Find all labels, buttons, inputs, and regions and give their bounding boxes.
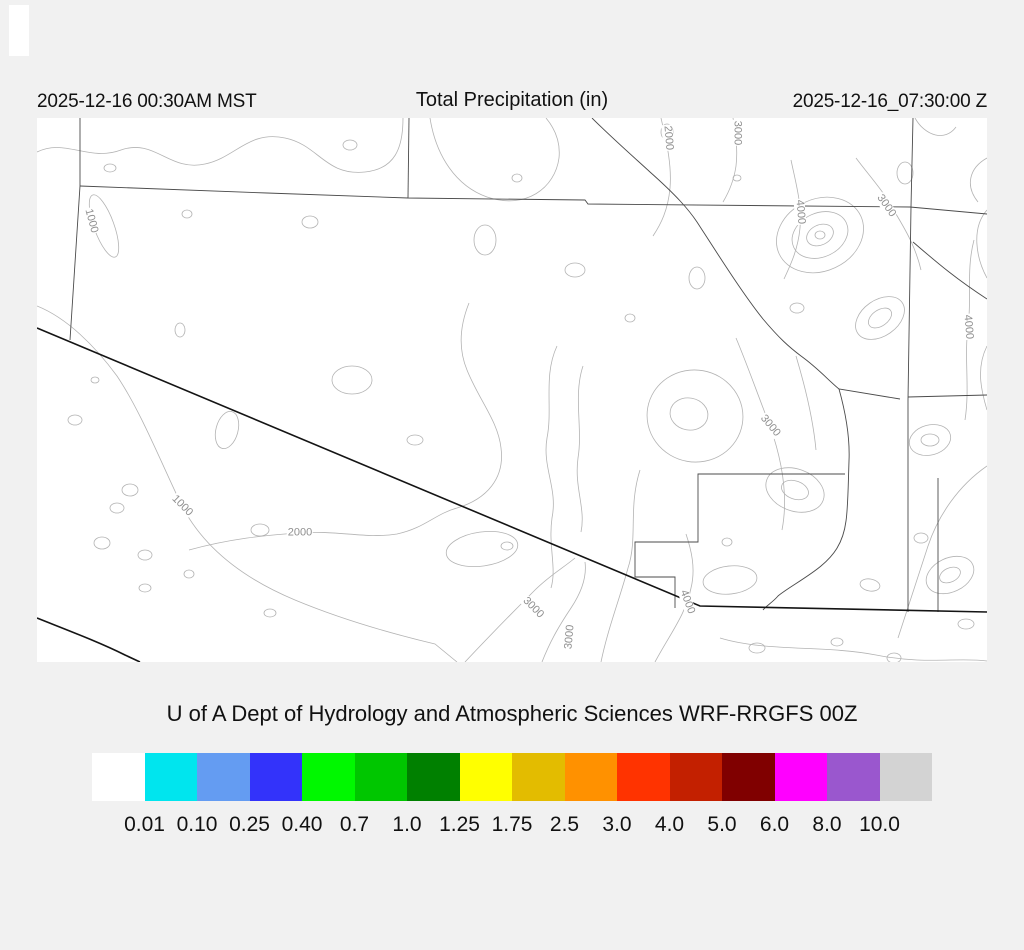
valid-time-utc: 2025-12-16_07:30:00 Z (792, 91, 988, 112)
ui-artifact-topleft (9, 5, 29, 56)
colorbar-segment (617, 753, 670, 801)
colorbar-segment (459, 753, 512, 801)
colorbar-segment (144, 753, 197, 801)
colorbar-tick-label: 1.75 (491, 813, 533, 836)
colorbar-segment (407, 753, 460, 801)
valid-time-local: 2025-12-16 00:30AM MST (37, 91, 257, 112)
colorbar-segment (564, 753, 617, 801)
colorbar-tick-label: 6.0 (759, 813, 790, 836)
contour-elevation-label: 4000 (793, 198, 808, 226)
contour-elevation-label: 3000 (731, 119, 744, 147)
colorbar-segment (92, 753, 145, 801)
colorbar-scale: 0.01 0.10 0.25 0.40 0.7 1.0 1.25 1.75 2.5 3.0 4.0 5… (92, 813, 932, 837)
colorbar-segment (512, 753, 565, 801)
colorbar-tick-label: 0.40 (281, 813, 323, 836)
colorbar-tick-label: 5.0 (707, 813, 737, 836)
colorbar-segment (879, 753, 932, 801)
colorbar-segment (774, 753, 827, 801)
colorbar-segment (354, 753, 407, 801)
colorbar-segment (249, 753, 302, 801)
colorbar-tick-label: 0.7 (339, 813, 370, 836)
state-border-lines (37, 327, 987, 662)
colorbar-segment (722, 753, 775, 801)
colorbar-tick-label: 0.01 (124, 813, 165, 836)
colorbar-tick-label: 0.25 (229, 813, 270, 836)
contour-elevation-label: 3000 (562, 623, 577, 651)
colorbar-segment (197, 753, 250, 801)
colorbar-tick-label: 3.0 (602, 813, 632, 836)
county-boundary-lines (69, 118, 987, 612)
plot-title: Total Precipitation (in) (415, 89, 609, 111)
colorbar-tick-label: 1.0 (392, 813, 422, 836)
colorbar-tick-label: 1.25 (439, 813, 480, 836)
colorbar-tick-label: 0.10 (176, 813, 218, 836)
colorbar-tick-label: 8.0 (812, 813, 842, 836)
precipitation-map: 1000 2000 3000 4000 3000 4000 3000 1000 2000 3000… (37, 118, 987, 662)
colorbar-segment (669, 753, 722, 801)
contour-elevation-label: 2000 (286, 526, 314, 539)
credit-line: U of A Dept of Hydrology and Atmospheric… (166, 701, 858, 726)
colorbar-segment (302, 753, 355, 801)
colorbar-tick-label: 2.5 (549, 813, 580, 836)
colorbar-tick-label: 4.0 (654, 813, 685, 836)
colorbar (92, 753, 932, 801)
contour-elevation-label: 4000 (961, 313, 976, 341)
contour-elevation-label: 2000 (661, 124, 676, 152)
colorbar-segment (827, 753, 880, 801)
map-canvas (37, 118, 987, 662)
colorbar-tick-label: 10.0 (859, 813, 900, 836)
